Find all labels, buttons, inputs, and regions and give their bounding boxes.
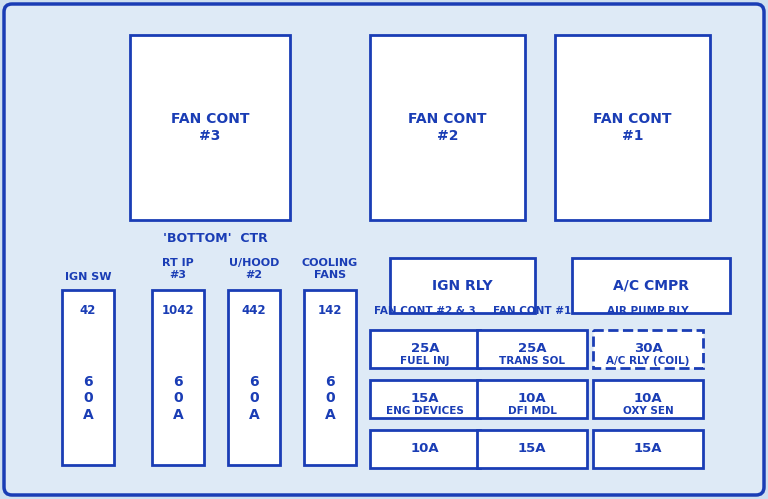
Text: 10A: 10A (411, 443, 439, 456)
Text: 6
0
A: 6 0 A (83, 375, 94, 422)
Text: 6
0
A: 6 0 A (249, 375, 260, 422)
Text: OXY SEN: OXY SEN (623, 406, 674, 416)
Text: IGN SW: IGN SW (65, 272, 111, 282)
Text: TRANS SOL: TRANS SOL (499, 356, 565, 366)
Bar (572, 258, 730, 313)
Text: 15A: 15A (518, 443, 546, 456)
Bar (62, 290, 114, 465)
Text: 10A: 10A (518, 393, 546, 406)
Bar (370, 380, 480, 418)
Bar (228, 290, 280, 465)
Bar (130, 35, 290, 220)
Bar (390, 258, 535, 313)
Text: A/C CMPR: A/C CMPR (613, 278, 689, 292)
Bar (477, 330, 587, 368)
Text: 15A: 15A (411, 393, 439, 406)
Text: U/HOOD
#2: U/HOOD #2 (229, 258, 280, 279)
Bar (370, 430, 480, 468)
Text: 25A: 25A (411, 342, 439, 355)
Bar (477, 380, 587, 418)
Text: ENG DEVICES: ENG DEVICES (386, 406, 464, 416)
Text: DFI MDL: DFI MDL (508, 406, 557, 416)
Text: 6
0
A: 6 0 A (325, 375, 336, 422)
Bar (593, 380, 703, 418)
Bar (370, 330, 480, 368)
Text: 25A: 25A (518, 342, 546, 355)
Bar (477, 430, 587, 468)
FancyBboxPatch shape (4, 4, 764, 495)
Bar (555, 35, 710, 220)
Text: FAN CONT
#2: FAN CONT #2 (409, 112, 487, 143)
Text: RT IP
#3: RT IP #3 (162, 258, 194, 279)
Text: 'BOTTOM'  CTR: 'BOTTOM' CTR (163, 232, 267, 245)
Text: A/C RLY (COIL): A/C RLY (COIL) (606, 356, 690, 366)
Text: FAN CONT #2 & 3: FAN CONT #2 & 3 (374, 306, 476, 316)
Bar (593, 330, 703, 368)
Text: COOLING
FANS: COOLING FANS (302, 258, 358, 279)
Bar (370, 35, 525, 220)
Text: 1042: 1042 (162, 304, 194, 317)
Text: 6
0
A: 6 0 A (173, 375, 184, 422)
Bar (304, 290, 356, 465)
Text: 442: 442 (242, 304, 266, 317)
Bar (593, 430, 703, 468)
Text: FUEL INJ: FUEL INJ (400, 356, 450, 366)
Text: AIR PUMP RLY: AIR PUMP RLY (607, 306, 689, 316)
Text: 15A: 15A (634, 443, 662, 456)
Text: FAN CONT
#3: FAN CONT #3 (170, 112, 250, 143)
Text: 142: 142 (318, 304, 343, 317)
Text: 10A: 10A (634, 393, 662, 406)
Text: 30A: 30A (634, 342, 662, 355)
Bar (152, 290, 204, 465)
Text: FAN CONT
#1: FAN CONT #1 (593, 112, 672, 143)
Text: FAN CONT #1: FAN CONT #1 (493, 306, 571, 316)
Text: 42: 42 (80, 304, 96, 317)
Text: IGN RLY: IGN RLY (432, 278, 493, 292)
